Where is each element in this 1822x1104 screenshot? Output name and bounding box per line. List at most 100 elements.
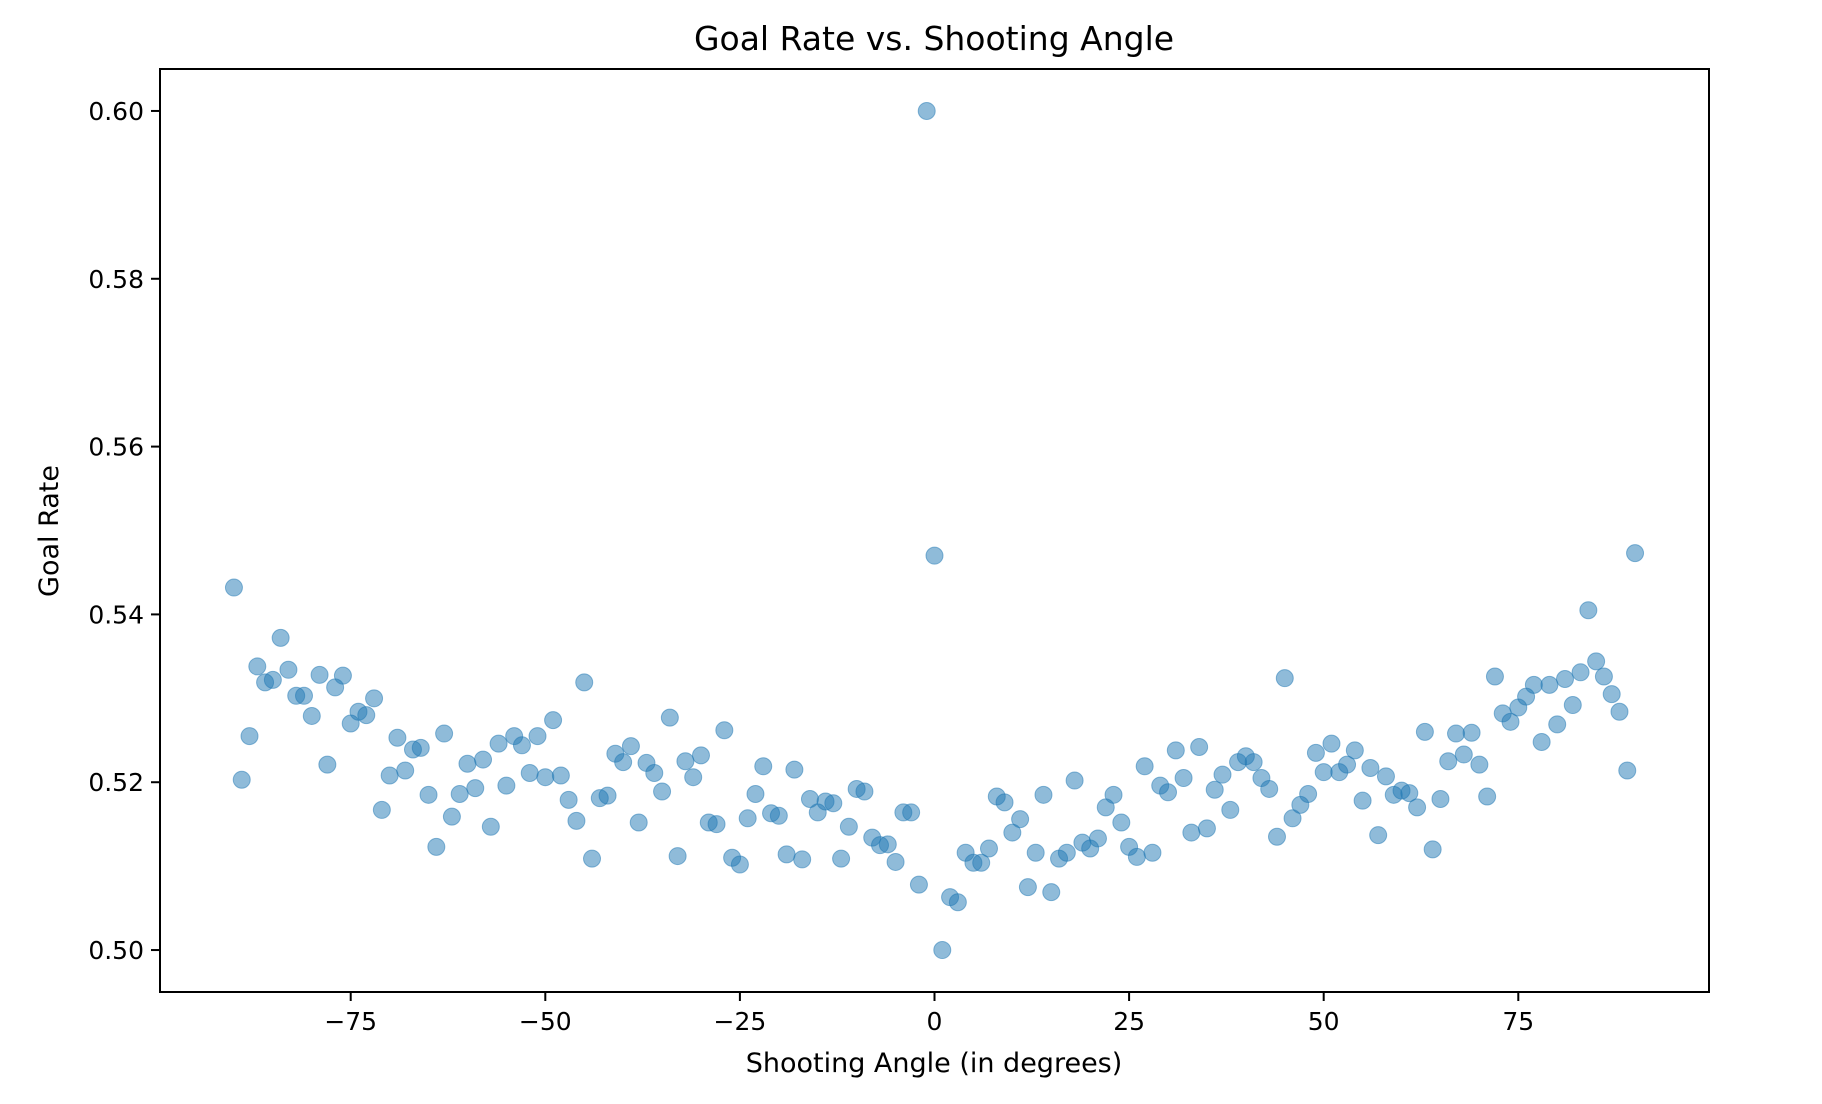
y-tick-label: 0.52	[88, 768, 144, 797]
data-point	[739, 810, 756, 827]
data-point	[366, 690, 383, 707]
data-point	[545, 712, 562, 729]
data-point	[1377, 768, 1394, 785]
data-point	[1479, 788, 1496, 805]
data-point	[1307, 744, 1324, 761]
data-point	[1300, 785, 1317, 802]
data-point	[1603, 686, 1620, 703]
data-point	[1222, 801, 1239, 818]
data-point	[373, 801, 390, 818]
data-point	[1424, 841, 1441, 858]
data-point	[1105, 786, 1122, 803]
data-point	[1611, 703, 1628, 720]
data-point	[1058, 844, 1075, 861]
data-point	[731, 856, 748, 873]
data-point	[482, 818, 499, 835]
data-point	[1448, 725, 1465, 742]
data-point	[568, 812, 585, 829]
data-point	[747, 785, 764, 802]
data-point	[856, 783, 873, 800]
data-point	[1113, 814, 1130, 831]
data-point	[1191, 738, 1208, 755]
data-point	[840, 818, 857, 835]
data-point	[311, 666, 328, 683]
data-point	[1268, 828, 1285, 845]
chart-title: Goal Rate vs. Shooting Angle	[694, 19, 1174, 58]
data-point	[358, 707, 375, 724]
data-point	[980, 840, 997, 857]
data-point	[264, 671, 281, 688]
x-tick-label: −75	[324, 1007, 377, 1036]
data-point	[1541, 676, 1558, 693]
data-point	[661, 709, 678, 726]
data-point	[778, 846, 795, 863]
data-point	[1035, 786, 1052, 803]
data-point	[1315, 764, 1332, 781]
x-tick-label: −25	[714, 1007, 767, 1036]
data-point	[303, 707, 320, 724]
data-point	[241, 728, 258, 745]
data-point	[1183, 824, 1200, 841]
data-point	[490, 735, 507, 752]
data-point	[1198, 820, 1215, 837]
data-point	[1019, 879, 1036, 896]
data-point	[1066, 772, 1083, 789]
y-tick-label: 0.58	[88, 265, 144, 294]
data-point	[677, 753, 694, 770]
data-point	[334, 667, 351, 684]
data-point	[910, 876, 927, 893]
data-point	[1619, 762, 1636, 779]
data-point	[669, 848, 686, 865]
data-point	[280, 661, 297, 678]
data-point	[1588, 653, 1605, 670]
data-point	[1027, 844, 1044, 861]
data-point	[467, 780, 484, 797]
data-point	[381, 767, 398, 784]
data-point	[903, 804, 920, 821]
x-tick-label: −50	[519, 1007, 572, 1036]
data-point	[1370, 827, 1387, 844]
data-point	[1595, 668, 1612, 685]
data-point	[1564, 697, 1581, 714]
data-point	[443, 808, 460, 825]
data-point	[708, 816, 725, 833]
data-point	[560, 791, 577, 808]
y-tick-label: 0.56	[88, 433, 144, 462]
data-point	[879, 836, 896, 853]
data-point	[1627, 545, 1644, 562]
data-point	[1409, 799, 1426, 816]
data-point	[918, 102, 935, 119]
data-point	[1556, 671, 1573, 688]
data-point	[654, 783, 671, 800]
data-point	[630, 814, 647, 831]
data-point	[685, 769, 702, 786]
data-point	[1354, 792, 1371, 809]
data-point	[1160, 784, 1177, 801]
data-point	[1206, 781, 1223, 798]
data-point	[1525, 676, 1542, 693]
data-point	[397, 762, 414, 779]
data-point	[249, 658, 266, 675]
data-point	[1214, 766, 1231, 783]
data-point	[521, 764, 538, 781]
data-point	[1572, 664, 1589, 681]
data-point	[513, 737, 530, 754]
y-axis-label: Goal Rate	[34, 465, 65, 597]
data-point	[716, 722, 733, 739]
data-point	[996, 794, 1013, 811]
data-point	[755, 758, 772, 775]
data-point	[1486, 668, 1503, 685]
data-point	[584, 850, 601, 867]
data-point	[428, 838, 445, 855]
data-point	[1089, 830, 1106, 847]
data-point	[692, 747, 709, 764]
data-point	[794, 851, 811, 868]
data-point	[825, 795, 842, 812]
data-point	[1128, 848, 1145, 865]
data-point	[537, 769, 554, 786]
data-point	[1136, 758, 1153, 775]
data-point	[436, 725, 453, 742]
data-point	[833, 850, 850, 867]
data-point	[770, 807, 787, 824]
data-point	[1012, 811, 1029, 828]
